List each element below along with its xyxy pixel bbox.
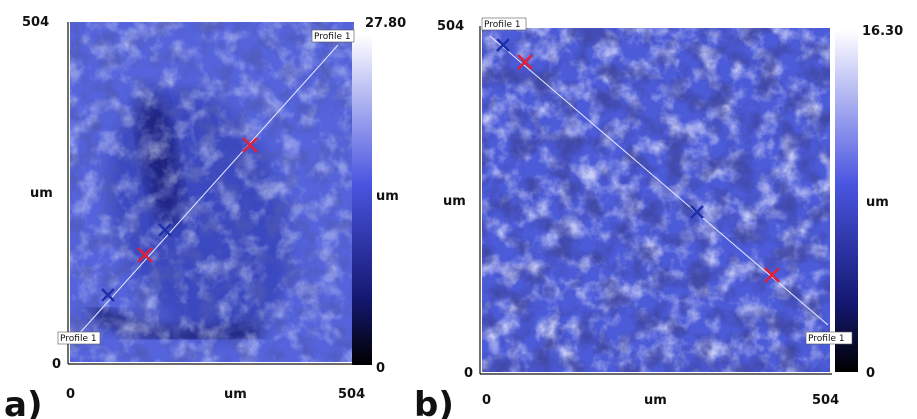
- colorbar-min: 0: [376, 361, 385, 376]
- colorbar-unit: um: [376, 189, 399, 204]
- y-tick-label: 0: [52, 357, 61, 372]
- y-axis-title: um: [30, 186, 53, 201]
- colorbar-max: 16.30: [862, 24, 903, 39]
- y-axis-title: um: [443, 194, 466, 209]
- profile-label: Profile 1: [314, 32, 351, 42]
- profile-label: Profile 1: [484, 20, 521, 30]
- profile-label-box: [57, 331, 101, 345]
- y-tick-label: 504: [22, 15, 49, 30]
- colorbar-unit: um: [866, 195, 889, 210]
- colorbar-max: 27.80: [365, 16, 406, 31]
- profile-line: [77, 44, 339, 336]
- profile-label: Profile 1: [60, 334, 97, 344]
- profile-label: Profile 1: [808, 334, 845, 344]
- colorbar-a: [352, 35, 372, 365]
- x-tick-label: 504: [338, 387, 365, 402]
- x-tick-label: 0: [482, 393, 491, 408]
- profile-label-box: [805, 331, 853, 345]
- profile-label-box: [311, 29, 355, 43]
- x-tick-label: 0: [66, 387, 75, 402]
- panel-label: b): [414, 385, 454, 419]
- colorbar-min: 0: [866, 366, 875, 381]
- height-map-b: [482, 28, 830, 372]
- height-map-a: [70, 22, 354, 362]
- cursor-markers: [101, 137, 258, 302]
- y-tick-label: 0: [464, 366, 473, 381]
- x-axis-title: um: [224, 387, 247, 402]
- cursor-markers: [496, 38, 780, 283]
- x-tick-label: 504: [812, 393, 839, 408]
- colorbar-b: [835, 30, 858, 372]
- x-axis-title: um: [644, 393, 667, 408]
- profile-label-box: [481, 17, 527, 31]
- y-tick-label: 504: [437, 19, 464, 34]
- panel-label: a): [4, 385, 42, 419]
